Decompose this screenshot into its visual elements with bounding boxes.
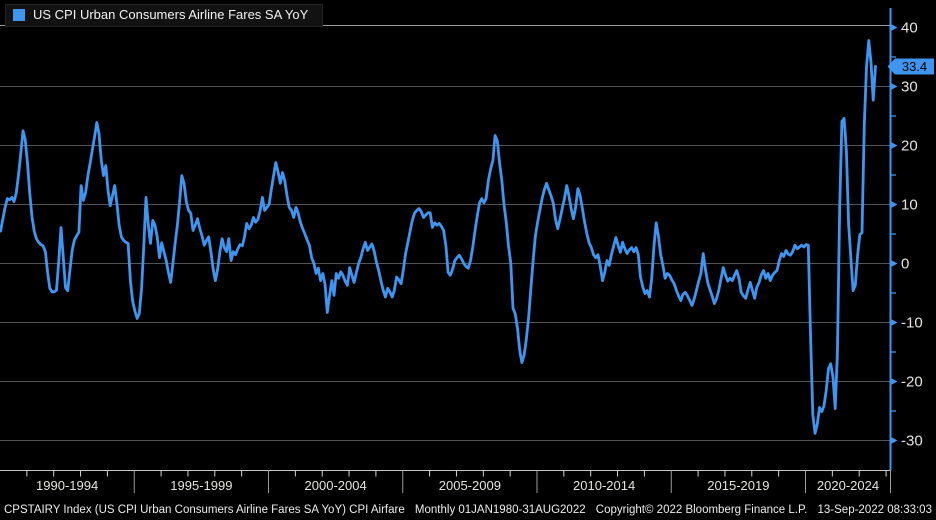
gridlines xyxy=(0,25,891,441)
y-axis-label: 30 xyxy=(901,79,918,96)
chart-canvas[interactable]: 1990-1994 1995-1999 2000-2004 2005-2009 2010… xyxy=(0,0,936,498)
x-axis: 1990-1994 1995-1999 2000-2004 2005-2009 2010… xyxy=(0,470,891,493)
y-axis-label: 0 xyxy=(901,256,909,273)
y-axis-label: -10 xyxy=(901,315,923,332)
y-axis-label: 20 xyxy=(901,138,918,155)
x-axis-label: 2005-2009 xyxy=(439,478,501,493)
status-bar: CPSTAIRY Index (US CPI Urban Consumers A… xyxy=(0,501,936,519)
legend[interactable]: US CPI Urban Consumers Airline Fares SA … xyxy=(5,4,324,27)
y-tick-arrow xyxy=(890,377,898,386)
footer-timestamp: 13-Sep-2022 08:33:03 xyxy=(817,504,932,516)
badge-shape xyxy=(887,58,934,75)
x-axis-label: 2020-2024 xyxy=(817,478,879,493)
footer-copyright: Copyright© 2022 Bloomberg Finance L.P. xyxy=(595,504,808,516)
series-line[interactable] xyxy=(0,39,877,435)
footer-frequency-range: Monthly 01JAN1980-31AUG2022 xyxy=(414,504,586,516)
y-tick-arrow xyxy=(890,200,898,209)
y-tick-arrow xyxy=(890,82,898,91)
price-series xyxy=(0,39,877,435)
x-axis-label: 2000-2004 xyxy=(305,478,367,493)
y-axis-label: -30 xyxy=(901,433,923,450)
x-axis-label: 1995-1999 xyxy=(170,478,232,493)
x-axis-label: 2010-2014 xyxy=(573,478,635,493)
y-axis-label: 40 xyxy=(901,20,918,37)
y-tick-arrow xyxy=(890,23,898,32)
y-axis-label: -20 xyxy=(901,374,923,391)
y-tick-arrow xyxy=(890,259,898,268)
badge-value: 33.4 xyxy=(902,59,927,74)
y-tick-arrow xyxy=(890,141,898,150)
y-axis-label: 10 xyxy=(901,197,918,214)
legend-swatch-icon xyxy=(13,9,25,21)
y-axis: 40 30 20 10 0 -10 -20 -30 xyxy=(889,8,923,471)
y-tick-arrow xyxy=(890,318,898,327)
last-value-badge: 33.4 xyxy=(887,58,934,75)
y-tick-arrow xyxy=(890,436,898,445)
x-axis-label: 1990-1994 xyxy=(36,478,98,493)
legend-label: US CPI Urban Consumers Airline Fares SA … xyxy=(33,7,309,22)
x-axis-label: 2015-2019 xyxy=(707,478,769,493)
footer-security-info: CPSTAIRY Index (US CPI Urban Consumers A… xyxy=(4,504,405,516)
